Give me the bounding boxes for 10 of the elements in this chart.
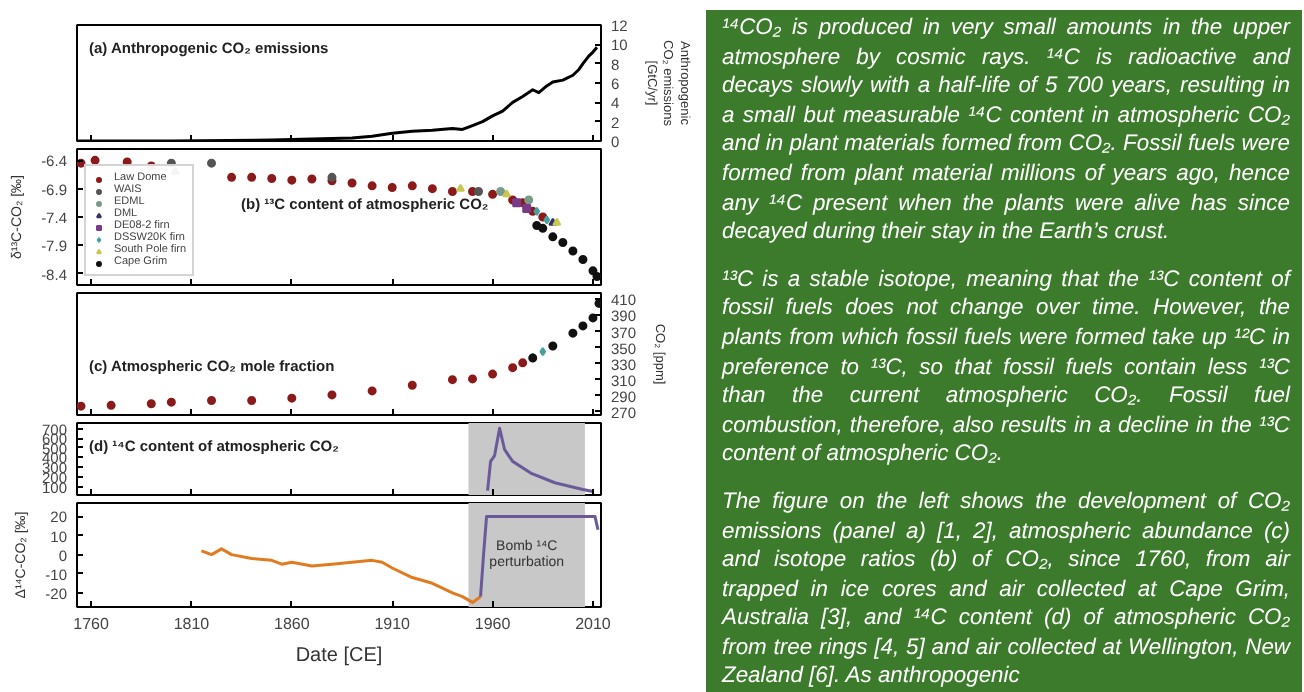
x-tick-label: 1860 (274, 615, 311, 633)
text: ¹⁴CO₂ is produced in very small amounts in the upper atmosphere by cosmic rays. ¹⁴C is radioactive and decays slowly with a half-life of 5 700 years, resulting in a small but measurable ¹⁴C content in atmospheric CO₂ and in plant materials formed from CO₂. Fossil fuels were formed from plant material millions of years ago, hence any ¹⁴C present when the plants were alive has since decayed during their stay in the Earth’s crust. (722, 14, 1290, 248)
x-axis-title: Date [CE] (295, 645, 383, 667)
x-tick-label: 1960 (474, 615, 512, 633)
text: The figure on the left shows the development of CO₂ emissions (panel a) [1, 2], atmospheric abundance (c) and isotope ratios (b) of CO₂, since 1760, from air trapped in ice cores and air collected at Cape Grim, Australia [3], and ¹⁴C content (d) of atmospheric CO₂ from tree rings [4, 5] and air collected at Wellington, New Zealand [6]. As anthropogenic (722, 487, 1290, 692)
x-tick-label: 1760 (73, 615, 110, 633)
x-tick-label: 1910 (374, 615, 412, 633)
x-tick-label: 2010 (575, 615, 612, 633)
x-tick-label: 1810 (173, 615, 211, 633)
text: ¹³C is a stable isotope, meaning that the ¹³C content of fossil fuels does not change over time. However, the plants from which fossil fuels were formed take up ¹²C in preference to ¹³C, so that fossil fuels contain less ¹³C than the current atmospheric CO₂. Fossil fuel combustion, therefore, also results in a decline in the ¹³C content of atmospheric CO₂. (722, 265, 1290, 470)
